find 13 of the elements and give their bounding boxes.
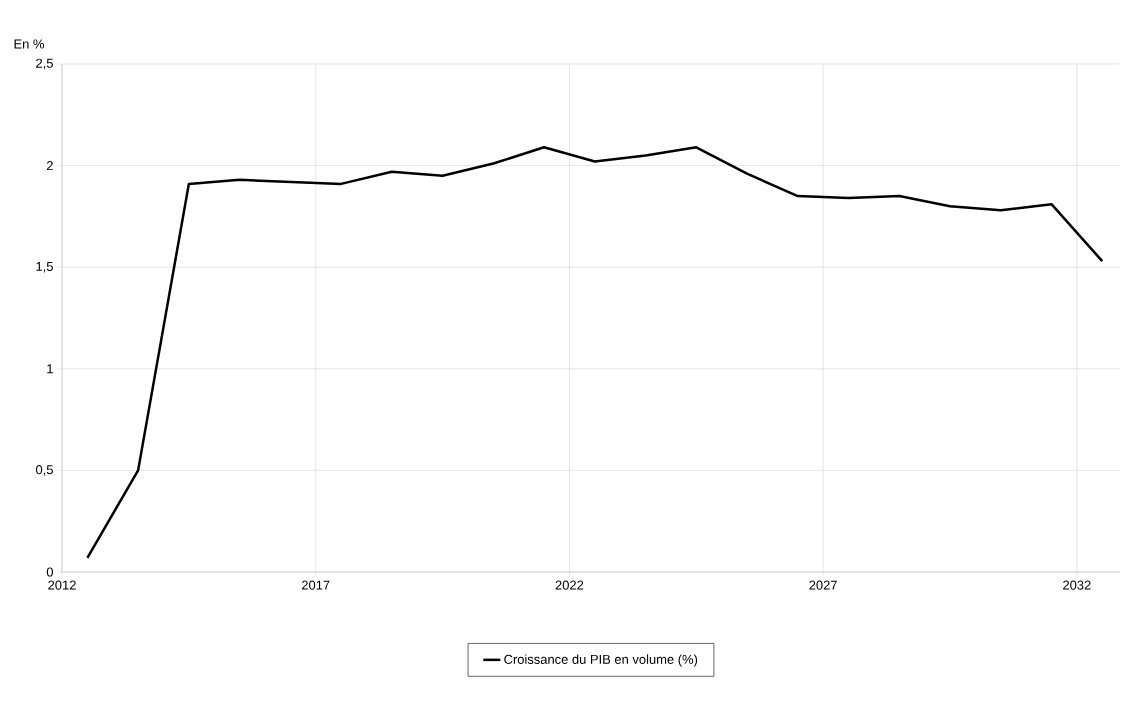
x-tick-label: 2022 — [555, 580, 584, 590]
y-axis-title: En % — [14, 39, 45, 49]
y-tick-label: 1 — [47, 364, 53, 374]
y-tick-label: 1,5 — [36, 261, 53, 273]
legend-label: Croissance du PIB en volume (%) — [504, 654, 698, 667]
x-tick-label: 2032 — [1063, 580, 1091, 590]
y-tick-label: 0 — [46, 567, 53, 577]
y-tick-label: 2,5 — [36, 58, 53, 70]
x-tick-label: 2017 — [301, 580, 330, 590]
x-tick-label: 2012 — [48, 580, 76, 590]
y-tick-label: 2 — [46, 161, 53, 171]
x-tick-label: 2027 — [809, 580, 837, 590]
y-tick-label: 0,5 — [35, 465, 53, 476]
